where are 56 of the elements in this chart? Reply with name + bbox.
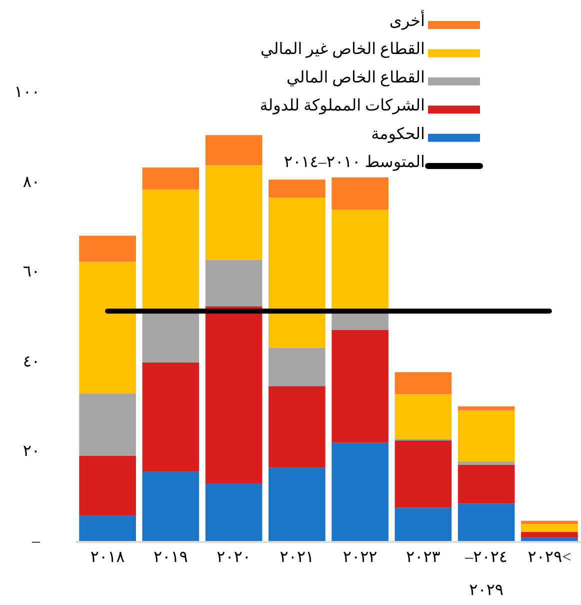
legend-label: المتوسط ٢٠١٠–٢٠١٤ — [284, 154, 425, 171]
bar — [205, 135, 262, 166]
x-tick-label: ٢٠٢٣ — [406, 549, 441, 566]
bar — [205, 306, 262, 484]
bar — [142, 472, 200, 541]
x-tick-label: ٢٠٢٠ — [216, 549, 251, 566]
bar — [521, 532, 578, 538]
bar — [79, 516, 136, 541]
y-tick-label: – — [31, 533, 41, 550]
bar — [332, 177, 388, 210]
bar — [394, 394, 452, 439]
bar — [79, 262, 136, 394]
x-tick-label: >٢٠٢٩ — [528, 549, 572, 566]
bar — [79, 393, 136, 456]
y-tick-label: ١٠٠ — [14, 84, 40, 101]
bar — [268, 386, 326, 468]
bar — [458, 464, 515, 504]
bar — [142, 312, 200, 362]
bar — [79, 456, 136, 516]
bar — [332, 330, 388, 443]
y-tick-label: ٨٠ — [22, 174, 40, 191]
bar — [521, 520, 578, 524]
bar — [205, 484, 262, 541]
bar — [332, 210, 388, 310]
x-tick-label: ٢٠٢٤–٢٠٢٩ — [464, 549, 508, 599]
x-tick-label: ٢٠١٨ — [90, 549, 126, 566]
bar — [458, 410, 515, 462]
bar — [268, 348, 326, 386]
legend-label: أخرى — [389, 10, 425, 30]
legend-label: الشركات المملوكة للدولة — [260, 98, 425, 115]
legend-label: القطاع الخاص غير المالي — [260, 41, 425, 58]
bar — [394, 440, 452, 508]
y-tick-label: ٢٠ — [22, 443, 40, 460]
bar — [458, 504, 515, 541]
bar — [268, 180, 326, 198]
legend-label: الحكومة — [371, 126, 425, 143]
bar — [521, 538, 578, 541]
bar — [458, 462, 515, 465]
x-tick-label: ٢٠٢١ — [280, 549, 314, 566]
bar — [458, 406, 515, 410]
y-tick-label: ٤٠ — [22, 353, 40, 370]
bar — [79, 236, 136, 262]
bar — [268, 468, 326, 541]
x-tick-label: ٢٠١٩ — [154, 549, 188, 566]
bar — [142, 362, 200, 472]
x-tick-label: ٢٠٢٢ — [342, 549, 378, 566]
bar — [142, 167, 200, 190]
bar — [268, 198, 326, 348]
bar — [394, 372, 452, 394]
bar — [205, 260, 262, 306]
legend-label: القطاع الخاص المالي — [286, 69, 425, 86]
bar — [332, 442, 388, 541]
bar — [205, 165, 262, 260]
bar — [394, 508, 452, 541]
bar — [521, 524, 578, 532]
y-tick-label: ٦٠ — [22, 264, 40, 281]
